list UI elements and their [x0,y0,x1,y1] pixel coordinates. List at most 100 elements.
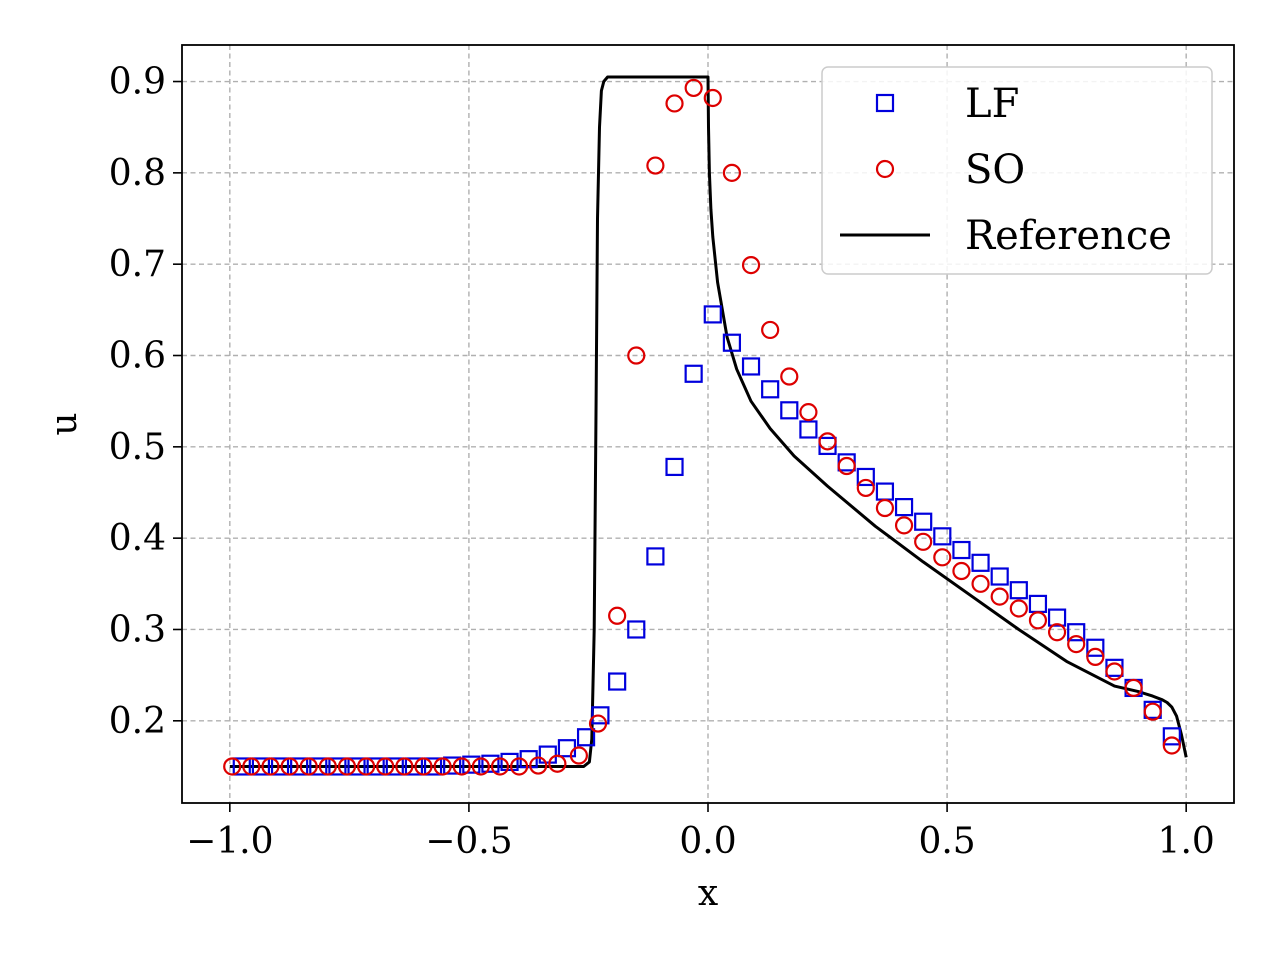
data-point-so [761,320,780,340]
data-point-so [588,714,608,733]
data-point-lf [1009,581,1028,600]
data-point-so [933,548,952,567]
x-axis-label: x [698,873,718,914]
data-point-so [875,498,895,518]
data-point-so [1047,623,1067,642]
data-point-so [299,757,318,776]
x-tick-label: 0.0 [679,821,736,862]
data-point-lf [894,498,914,517]
data-point-so [1162,736,1181,755]
data-point-lf [500,752,519,772]
data-point-lf [538,745,557,764]
data-point-lf [1047,608,1067,627]
data-point-lf [423,757,443,776]
y-tick-label: 0.6 [109,336,166,377]
data-point-so [490,757,510,776]
data-point-lf [462,755,481,774]
data-point-so [414,757,433,776]
data-point-so [856,478,875,498]
legend-handle-lf [875,93,895,113]
data-point-lf [627,620,646,639]
data-point-lf [990,567,1009,586]
legend-handle-so [875,159,895,179]
data-point-so [548,754,567,773]
data-point-so [703,88,722,108]
data-point-so [357,757,376,776]
data-point-lf [1162,727,1181,746]
legend-box [821,66,1213,275]
data-point-lf [232,757,251,776]
data-point-so [569,746,588,765]
data-point-lf [404,757,424,776]
data-point-lf [270,757,290,776]
data-point-so [627,346,646,365]
data-point-so [452,757,471,776]
data-point-so [471,757,490,776]
data-point-lf [780,401,799,420]
data-point-so [608,606,627,625]
data-point-lf [952,540,971,560]
data-point-lf [481,754,500,773]
data-point-so [990,587,1009,606]
data-point-lf [665,457,684,477]
ticks: −1.0 −0.5 0.0 0.5 1.0 0.2 0.3 0.4 0.5 0.6 0.7 0.8 0.… [109,62,1215,862]
data-point-so [337,757,357,776]
data-point-so [894,516,914,535]
y-tick-label: 0.9 [109,62,166,103]
data-point-so [433,757,452,776]
data-point-lf [971,553,990,572]
x-tick-label: 1.0 [1158,821,1215,862]
data-point-so [261,757,280,776]
data-point-lf [856,467,875,487]
data-point-so [376,757,395,776]
data-point-so [799,403,818,422]
data-point-lf [914,512,933,531]
data-point-lf [703,305,722,324]
data-point-lf [576,728,596,747]
data-point-lf [443,756,462,775]
data-point-lf [741,357,761,376]
legend: LF SO Reference [821,66,1213,275]
data-point-lf [1086,638,1105,657]
data-point-so [837,456,856,476]
data-point-so [722,163,742,182]
data-point-so [914,532,933,551]
data-point-so [780,367,799,386]
series-line-reference [229,75,1188,768]
data-point-so [318,757,337,776]
x-tick-label: −1.0 [186,821,273,862]
data-point-lf [366,757,385,776]
data-point-so [646,156,665,175]
y-tick-label: 0.5 [109,427,166,468]
data-point-lf [608,672,627,691]
legend-label-lf: LF [965,81,1019,127]
y-tick-label: 0.4 [109,518,166,559]
data-point-lf [328,757,347,776]
data-point-so [684,78,703,98]
y-tick-label: 0.2 [109,701,166,742]
y-tick-label: 0.8 [109,153,166,194]
data-point-so [971,574,990,593]
data-point-lf [251,757,270,776]
data-point-so [1105,662,1124,681]
data-point-so [665,94,684,113]
data-point-lf [646,547,665,566]
x-tick-label: 0.5 [918,821,975,862]
data-point-so [1086,647,1105,666]
data-point-lf [290,757,309,776]
data-point-so [1028,611,1048,630]
legend-label-so: SO [965,147,1025,193]
data-point-so [1143,702,1162,721]
data-point-lf [933,527,952,546]
series-layer [223,75,1188,776]
data-point-lf [1067,623,1086,642]
data-point-so [952,561,971,581]
data-point-so [280,757,299,776]
data-point-lf [309,757,328,776]
data-point-so [818,432,837,451]
data-point-so [223,757,242,776]
data-point-so [510,757,529,776]
y-tick-label: 0.7 [109,244,166,285]
y-tick-label: 0.3 [109,609,166,650]
